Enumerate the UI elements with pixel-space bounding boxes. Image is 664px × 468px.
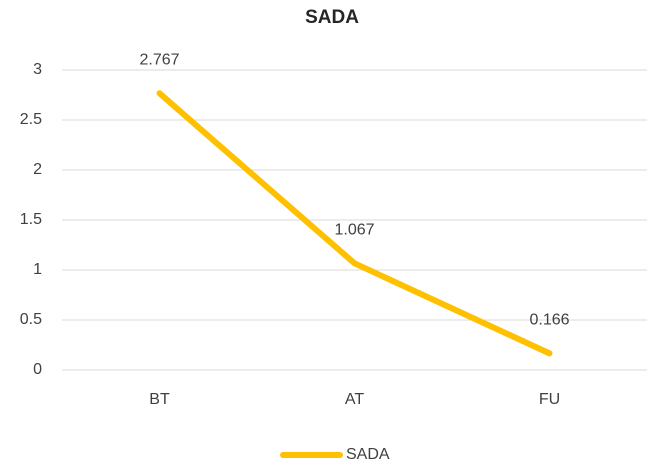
y-tick-label: 2.5 xyxy=(20,111,42,128)
x-tick-label: AT xyxy=(345,391,364,408)
data-line xyxy=(156,90,553,357)
y-tick-label: 0 xyxy=(33,361,42,378)
y-tick-label: 2 xyxy=(33,161,42,178)
legend-label: SADA xyxy=(346,446,390,463)
x-tick-label: FU xyxy=(539,391,560,408)
chart-title: SADA xyxy=(305,7,359,28)
y-tick-label: 1 xyxy=(33,261,42,278)
data-label: 2.767 xyxy=(139,52,179,69)
data-label: 0.166 xyxy=(529,312,569,329)
x-tick-label: BT xyxy=(149,391,170,408)
y-tick-label: 0.5 xyxy=(20,311,42,328)
y-tick-label: 1.5 xyxy=(20,211,42,228)
y-tick-label: 3 xyxy=(33,61,42,78)
data-label: 1.067 xyxy=(334,222,374,239)
